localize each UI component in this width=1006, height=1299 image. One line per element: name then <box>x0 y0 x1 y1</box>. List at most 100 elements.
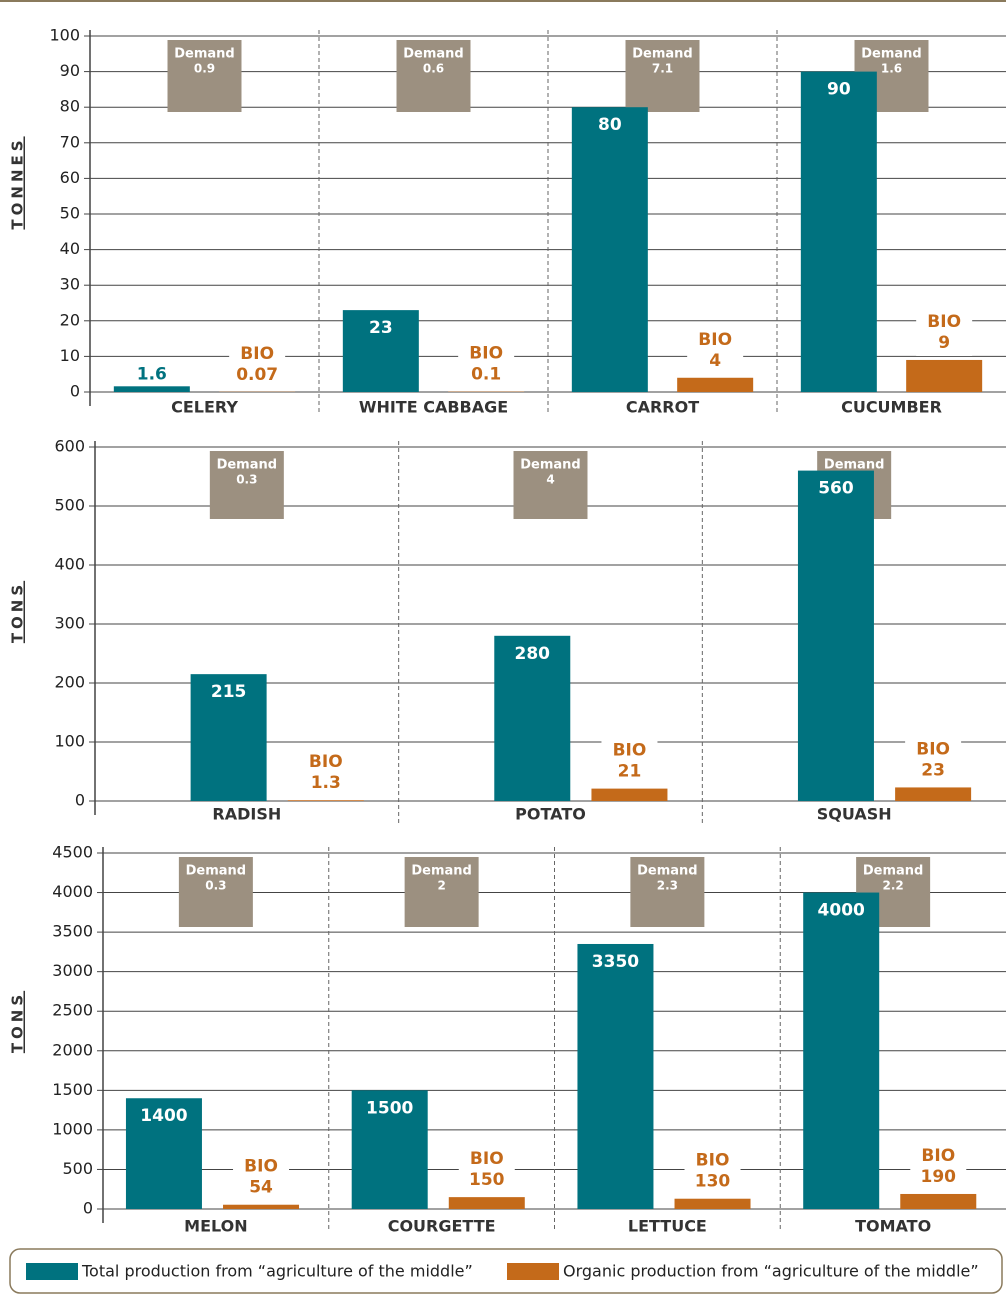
x-tick-label: CUCUMBER <box>841 398 942 417</box>
value-label: 0.1 <box>471 365 501 385</box>
chart: TONNES0102030405060708090100CELERYDemand… <box>0 0 1006 1299</box>
demand-label: Demand <box>863 864 924 879</box>
value-label: 4000 <box>818 901 865 921</box>
legend-swatch <box>507 1263 559 1280</box>
bio-label: BIO <box>927 312 961 332</box>
y-tick-label: 3500 <box>52 922 93 941</box>
demand-label: Demand <box>637 864 698 879</box>
x-tick-label: RADISH <box>212 805 281 824</box>
x-tick-label: POTATO <box>515 805 586 824</box>
value-label: 560 <box>818 479 854 499</box>
y-tick-label: 500 <box>62 1159 93 1178</box>
legend-label: Organic production from “agriculture of … <box>563 1262 979 1281</box>
bar <box>677 378 753 392</box>
bar <box>114 386 190 392</box>
y-tick-label: 80 <box>60 97 80 116</box>
value-label: 54 <box>249 1178 273 1198</box>
x-tick-label: SQUASH <box>817 805 892 824</box>
value-label: 1400 <box>140 1106 187 1126</box>
bar <box>906 360 982 392</box>
demand-label: Demand <box>520 458 581 473</box>
y-tick-label: 70 <box>60 132 80 151</box>
value-label: 23 <box>369 318 393 338</box>
demand-value: 0.3 <box>205 879 226 893</box>
y-tick-label: 100 <box>49 26 80 45</box>
y-tick-label: 400 <box>54 555 85 574</box>
y-tick-label: 100 <box>54 732 85 751</box>
demand-value: 4 <box>546 473 554 487</box>
y-tick-label: 1500 <box>52 1080 93 1099</box>
bio-label: BIO <box>309 752 343 772</box>
bio-label: BIO <box>916 739 950 759</box>
x-tick-label: WHITE CABBAGE <box>359 398 508 417</box>
y-tick-label: 2000 <box>52 1040 93 1059</box>
x-tick-label: MELON <box>184 1217 247 1236</box>
y-tick-label: 1000 <box>52 1119 93 1138</box>
x-tick-label: CELERY <box>171 398 238 417</box>
y-tick-label: 90 <box>60 61 80 80</box>
value-label: 215 <box>211 682 247 702</box>
value-label: 21 <box>618 762 642 782</box>
value-label: 1.3 <box>311 773 341 793</box>
demand-value: 7.1 <box>652 62 673 76</box>
bio-label: BIO <box>470 1149 504 1169</box>
x-tick-label: TOMATO <box>855 1217 931 1236</box>
demand-value: 0.3 <box>236 473 257 487</box>
value-label: 9 <box>938 333 950 353</box>
value-label: 4 <box>709 351 721 371</box>
demand-value: 2.3 <box>657 879 678 893</box>
value-label: 23 <box>921 760 945 780</box>
y-axis-title: TONNES <box>9 136 27 229</box>
demand-value: 0.9 <box>194 62 215 76</box>
bar <box>803 893 879 1209</box>
bar <box>577 944 653 1209</box>
bio-label: BIO <box>698 330 732 350</box>
y-tick-label: 10 <box>60 346 80 365</box>
value-label: 150 <box>469 1170 505 1190</box>
bio-label: BIO <box>613 741 647 761</box>
bio-label: BIO <box>696 1151 730 1171</box>
demand-label: Demand <box>186 864 247 879</box>
y-tick-label: 20 <box>60 310 80 329</box>
bar <box>675 1199 751 1209</box>
y-tick-label: 500 <box>54 496 85 515</box>
x-tick-label: CARROT <box>626 398 699 417</box>
y-tick-label: 2500 <box>52 1001 93 1020</box>
bar <box>288 800 364 801</box>
y-tick-label: 3000 <box>52 961 93 980</box>
y-axis-title: TONS <box>9 991 27 1053</box>
bar <box>900 1194 976 1209</box>
bar <box>572 107 648 392</box>
value-label: 130 <box>695 1172 731 1192</box>
y-tick-label: 40 <box>60 239 80 258</box>
value-label: 280 <box>515 644 551 664</box>
y-tick-label: 4500 <box>52 843 93 862</box>
demand-label: Demand <box>217 458 278 473</box>
demand-label: Demand <box>824 458 885 473</box>
bar <box>798 471 874 801</box>
legend-label: Total production from “agriculture of th… <box>81 1262 473 1281</box>
legend-swatch <box>26 1263 78 1280</box>
bar <box>895 787 971 801</box>
bio-label: BIO <box>469 344 503 364</box>
y-tick-label: 0 <box>75 791 85 810</box>
bar <box>591 789 667 801</box>
demand-label: Demand <box>861 47 922 62</box>
demand-label: Demand <box>403 47 464 62</box>
value-label: 190 <box>921 1167 957 1187</box>
bar <box>449 1197 525 1209</box>
x-tick-label: LETTUCE <box>628 1217 707 1236</box>
value-label: 1.6 <box>137 364 167 384</box>
y-axis-title: TONS <box>9 581 27 643</box>
bio-label: BIO <box>244 1157 278 1177</box>
value-label: 1500 <box>366 1098 413 1118</box>
y-tick-label: 0 <box>83 1199 93 1218</box>
bar <box>801 72 877 392</box>
value-label: 3350 <box>592 952 639 972</box>
demand-label: Demand <box>411 864 472 879</box>
demand-value: 0.6 <box>423 62 444 76</box>
bio-label: BIO <box>921 1146 955 1166</box>
demand-label: Demand <box>632 47 693 62</box>
y-tick-label: 50 <box>60 204 80 223</box>
y-tick-label: 200 <box>54 673 85 692</box>
